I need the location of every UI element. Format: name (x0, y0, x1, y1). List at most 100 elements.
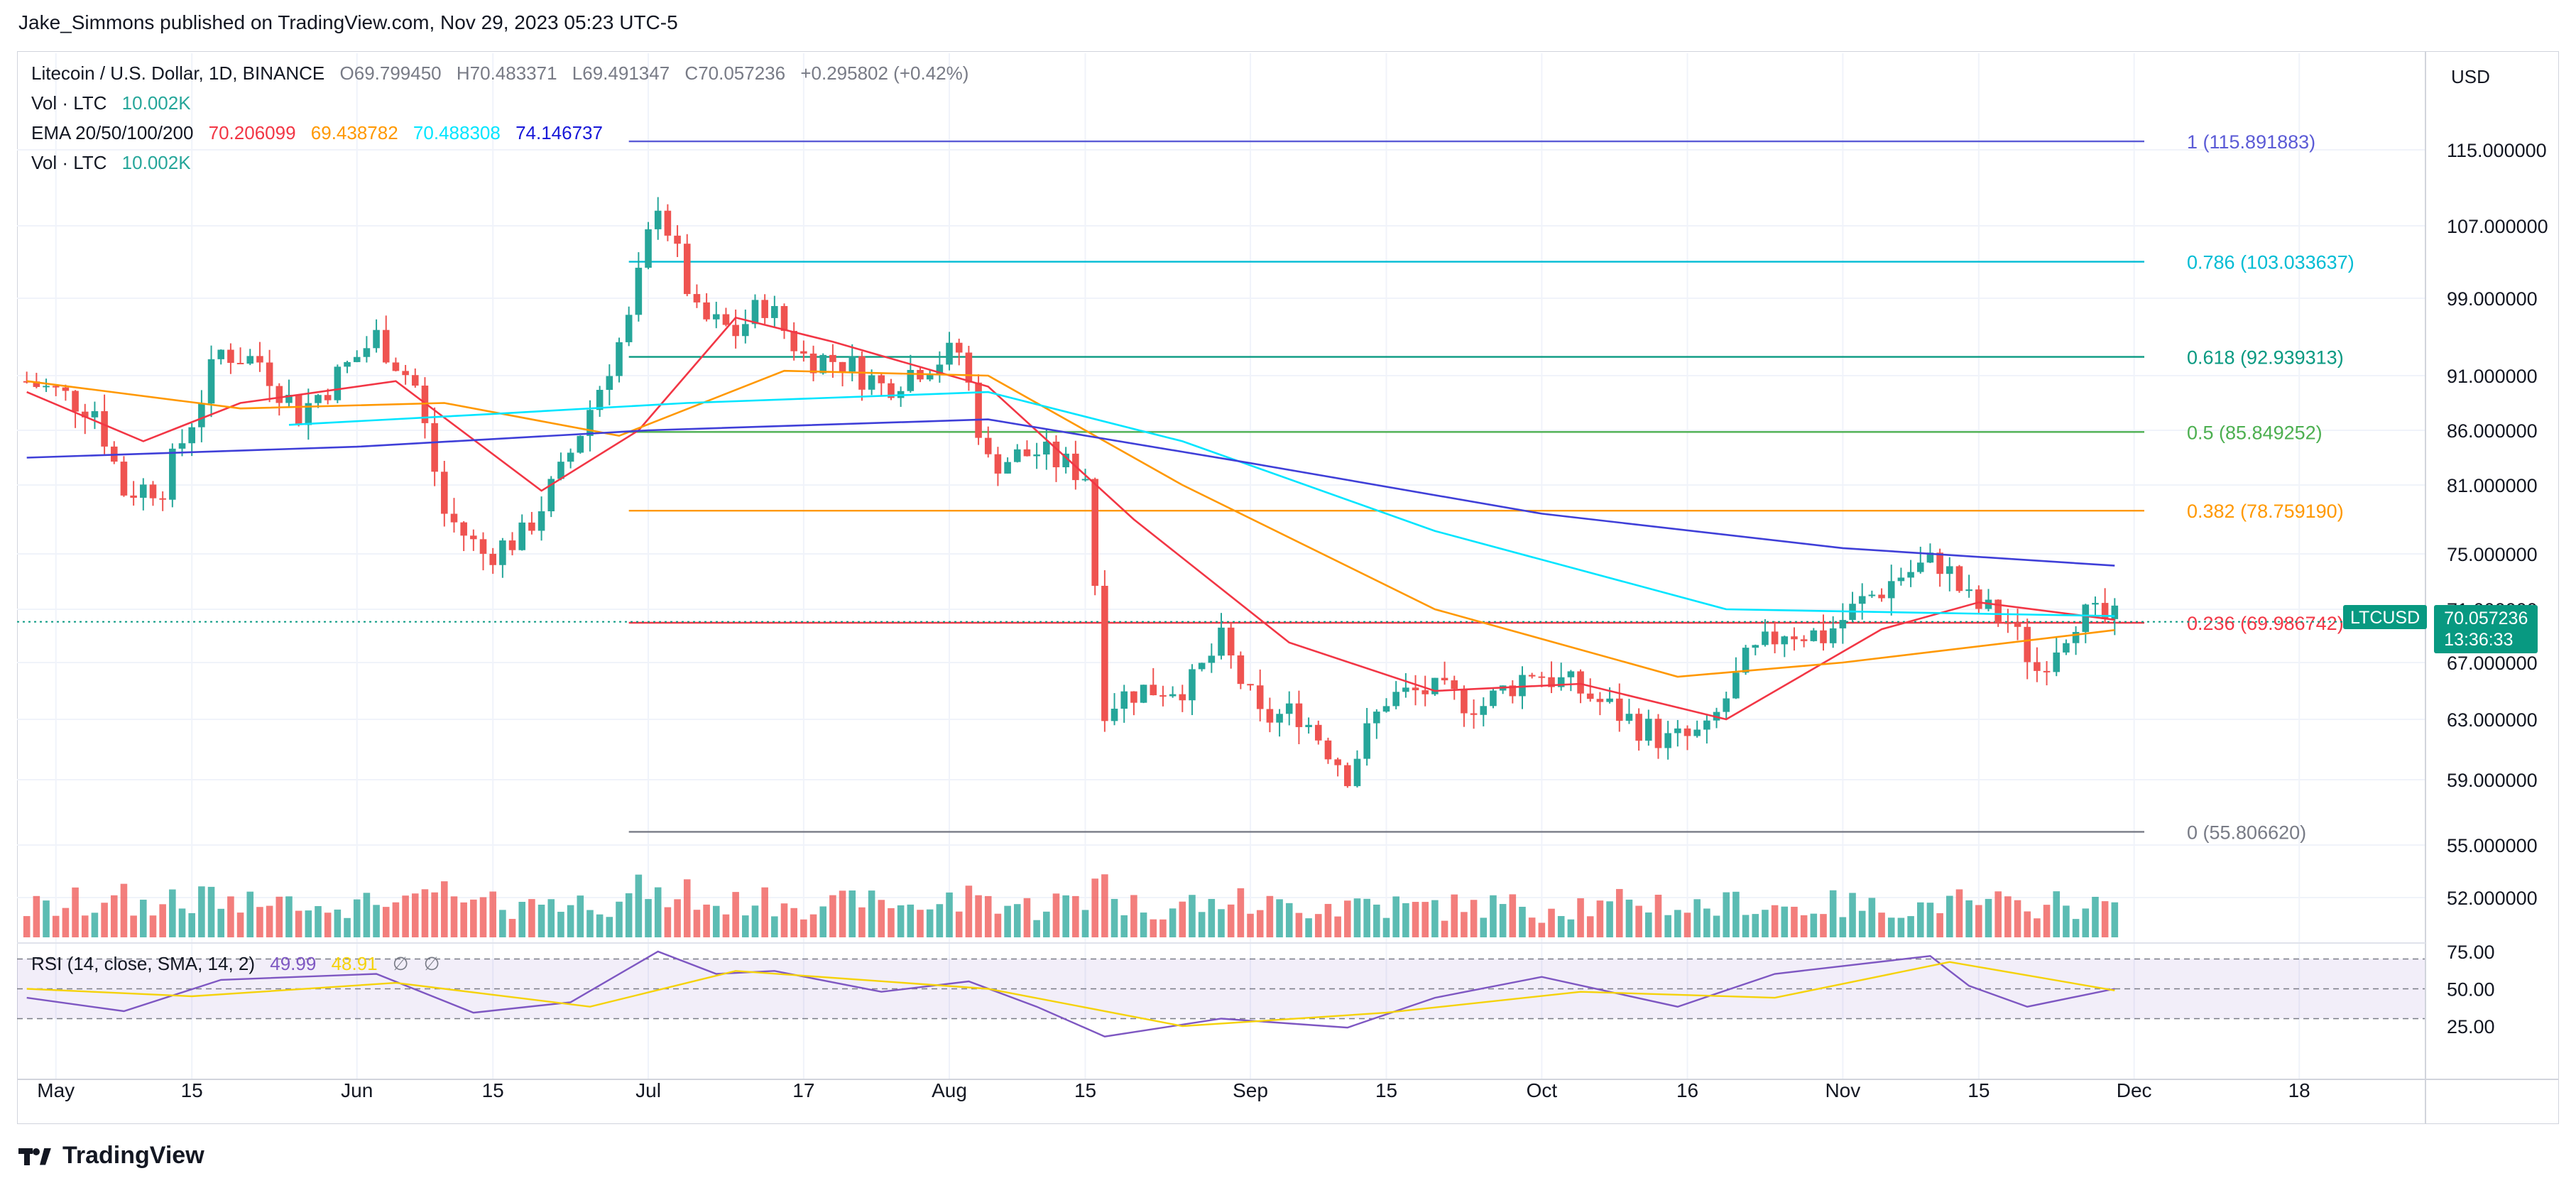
volume-bar (72, 887, 79, 937)
candle-body (1762, 631, 1769, 645)
candle-body (674, 235, 681, 244)
volume-bar (315, 906, 322, 937)
candle-body (780, 305, 788, 331)
symbol-title[interactable]: Litecoin / U.S. Dollar, 1D, BINANCE (31, 62, 325, 84)
legend-volume-2[interactable]: Vol · LTC 10.002K (31, 152, 201, 174)
candle-body (1557, 677, 1565, 687)
volume-bar (1480, 917, 1488, 937)
candle-body (140, 484, 147, 498)
rsi-tick-label: 50.00 (2447, 979, 2495, 1001)
volume-bar (2053, 891, 2061, 937)
candle-body (1052, 441, 1060, 468)
volume-bar (732, 892, 739, 937)
candle-body (1916, 562, 1924, 572)
candle-body (1791, 636, 1798, 640)
volume-bar (1946, 895, 1953, 937)
volume-bar (1470, 900, 1478, 937)
tradingview-brand: TradingView (62, 1142, 204, 1169)
candle-body (1596, 699, 1604, 702)
volume-bar (683, 879, 691, 937)
candle-body (693, 294, 701, 303)
candle-body (236, 363, 244, 365)
volume-bar (1674, 910, 1681, 937)
candle-body (1955, 566, 1963, 592)
fib-label: 0.618 (92.939313) (2187, 347, 2344, 369)
candle-body (1023, 449, 1031, 457)
price-tag-price: 70.057236 (2444, 609, 2528, 628)
candle-body (1771, 631, 1779, 645)
volume-bar (1713, 915, 1720, 937)
legend-volume[interactable]: Vol · LTC 10.002K (31, 92, 201, 114)
candle-body (664, 210, 672, 236)
volume-bar (1849, 893, 1856, 937)
volume-bar (1081, 910, 1089, 937)
candle-body (178, 443, 186, 449)
candle-body (1285, 703, 1293, 714)
candle-body (1820, 630, 1827, 643)
candle-body (1926, 552, 1934, 563)
candle-body (344, 361, 351, 367)
legend-rsi[interactable]: RSI (14, close, SMA, 14, 2) 49.99 48.91 … (31, 953, 449, 975)
currency-selector[interactable]: USD (2451, 65, 2490, 87)
candle-body (2082, 604, 2090, 632)
candle-body (596, 390, 604, 410)
volume-bar (586, 910, 594, 937)
volume-bar (547, 899, 555, 937)
candle-body (363, 348, 371, 357)
volume-bar (91, 912, 99, 937)
candle-body (1227, 627, 1235, 655)
candle-body (955, 342, 963, 353)
volume-bar (227, 896, 234, 937)
candle-body (1013, 449, 1021, 462)
volume-bar (1538, 922, 1546, 937)
x-tick-label: Aug (932, 1079, 967, 1101)
candle-body (2014, 623, 2021, 627)
volume-bar (1256, 910, 1264, 937)
volume-bar (2014, 900, 2021, 937)
volume-bar (1237, 888, 1245, 937)
volume-bar (1159, 919, 1167, 937)
candle-body (790, 330, 797, 352)
candle-body (984, 437, 992, 454)
fib-retracement: 1 (115.891883) 0.786 (103.033637) 0.618 (9… (17, 131, 2425, 843)
candle-body (1218, 627, 1225, 656)
candle-body (1878, 594, 1885, 599)
x-tick-label: 16 (1676, 1079, 1698, 1101)
volume-bar (1732, 891, 1740, 937)
volume2-label: Vol · LTC (31, 152, 107, 173)
volume-bar (256, 907, 263, 937)
volume-bar (1693, 899, 1701, 937)
tradingview-logo[interactable]: TradingView (18, 1142, 204, 1170)
volume-bar (1577, 898, 1584, 937)
rsi-pane (17, 950, 2425, 1037)
volume-bar (1110, 898, 1118, 937)
candle-body (703, 302, 710, 320)
volume-bar (1091, 878, 1098, 937)
volume-bar (1723, 892, 1730, 937)
legend-ohlc: Litecoin / U.S. Dollar, 1D, BINANCE O69.… (31, 62, 978, 85)
rsi-value: 49.99 (270, 953, 317, 974)
legend-ema[interactable]: EMA 20/50/100/200 70.206099 69.438782 70… (31, 122, 613, 144)
candle-body (1344, 765, 1351, 787)
volume-bar (1509, 894, 1517, 937)
volume-bar (1062, 895, 1069, 937)
candle-body (411, 375, 419, 386)
x-tick-label: 15 (482, 1079, 504, 1101)
candle-body (1839, 620, 1847, 628)
x-tick-label: 15 (1074, 1079, 1096, 1101)
volume-bar (2034, 918, 2041, 937)
volume-bar (975, 895, 982, 937)
volume-bar (2063, 905, 2070, 937)
fib-label: 0.382 (78.759190) (2187, 501, 2344, 522)
candle-body (1810, 630, 1818, 641)
candle-body (1081, 479, 1089, 481)
candle-body (91, 411, 99, 418)
candle-body (1295, 703, 1303, 727)
volume-bar (62, 908, 70, 937)
volume-bar (1373, 904, 1380, 937)
volume-bar (169, 889, 176, 937)
candle-body (1402, 687, 1409, 692)
candle-body (256, 356, 263, 363)
fib-label: 0 (55.806620) (2187, 822, 2306, 843)
